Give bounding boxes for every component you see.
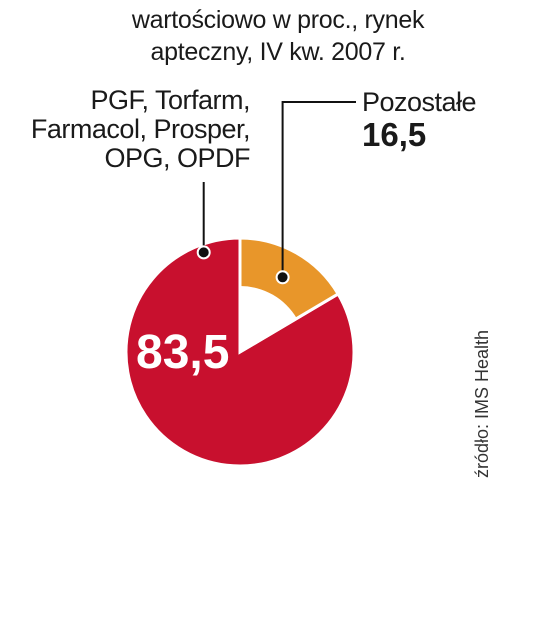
other-slice-value: 16,5 (362, 116, 427, 153)
source-note: źródło: IMS Health (472, 329, 492, 478)
main-slice-label-line-2: Farmacol, Prosper, (30, 114, 251, 144)
pie-inner-cutout (240, 286, 297, 352)
leader-dot-other (275, 270, 290, 285)
chart-title-line-1: wartościowo w proc., rynek (131, 6, 425, 34)
leader-dot-main (196, 245, 211, 260)
pie-slice-main (124, 236, 356, 468)
main-slice-value: 83,5 (136, 326, 229, 379)
other-slice-label: Pozostałe (362, 87, 477, 117)
main-slice-label: PGF, Torfarm, Farmacol, Prosper, OPG, OP… (4, 85, 251, 173)
main-slice-label-line-1: PGF, Torfarm, (90, 85, 250, 115)
chart-title: wartościowo w proc., rynek apteczny, IV … (0, 4, 556, 68)
chart-title-line-2: apteczny, IV kw. 2007 r. (150, 38, 406, 66)
leader-line-other (281, 101, 356, 278)
main-slice-label-line-3: OPG, OPDF (104, 143, 250, 173)
